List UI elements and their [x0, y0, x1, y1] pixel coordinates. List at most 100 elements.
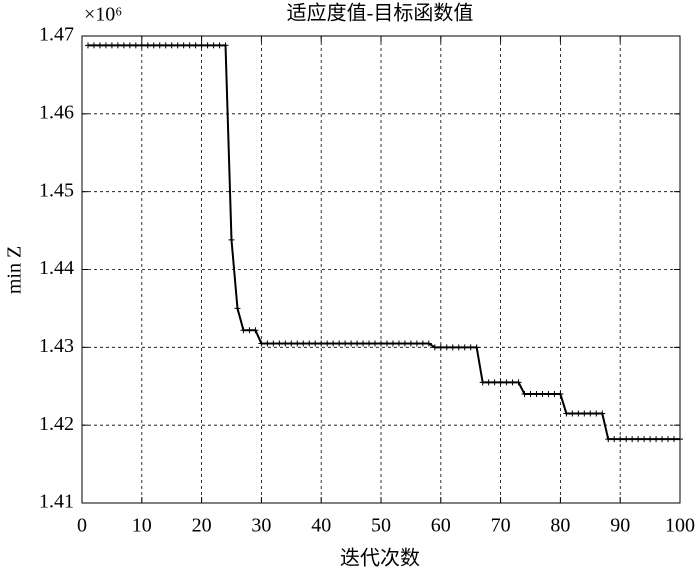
- point-marker: [258, 340, 265, 347]
- point-marker: [120, 42, 127, 49]
- point-marker: [389, 340, 396, 347]
- point-marker: [252, 327, 259, 334]
- point-marker: [395, 340, 402, 347]
- point-marker: [336, 340, 343, 347]
- x-tick-label: 10: [132, 515, 152, 537]
- point-marker: [629, 436, 636, 443]
- point-marker: [300, 340, 307, 347]
- point-marker: [413, 340, 420, 347]
- point-marker: [419, 340, 426, 347]
- point-marker: [150, 42, 157, 49]
- point-marker: [641, 436, 648, 443]
- point-marker: [383, 340, 390, 347]
- x-tick-label: 100: [665, 515, 695, 537]
- point-marker: [491, 379, 498, 386]
- point-marker: [473, 344, 480, 351]
- point-marker: [288, 340, 295, 347]
- point-marker: [425, 340, 432, 347]
- x-tick-label: 80: [550, 515, 570, 537]
- point-marker: [204, 42, 211, 49]
- point-marker: [168, 42, 175, 49]
- point-marker: [515, 379, 522, 386]
- point-marker: [234, 305, 241, 312]
- point-marker: [437, 344, 444, 351]
- point-marker: [527, 391, 534, 398]
- point-marker: [162, 42, 169, 49]
- point-marker: [551, 391, 558, 398]
- axis-multiplier: ×10⁶: [84, 4, 122, 26]
- point-marker: [431, 344, 438, 351]
- point-marker: [324, 340, 331, 347]
- point-marker: [539, 391, 546, 398]
- point-marker: [210, 42, 217, 49]
- point-marker: [276, 340, 283, 347]
- point-marker: [222, 42, 229, 49]
- x-axis-label: 迭代次数: [340, 547, 420, 570]
- point-marker: [461, 344, 468, 351]
- point-marker: [318, 340, 325, 347]
- point-marker: [84, 42, 91, 49]
- point-marker: [521, 391, 528, 398]
- x-tick-label: 70: [491, 515, 511, 537]
- point-marker: [270, 340, 277, 347]
- point-marker: [575, 410, 582, 417]
- point-marker: [312, 340, 319, 347]
- point-marker: [593, 410, 600, 417]
- x-tick-label: 60: [431, 515, 451, 537]
- point-marker: [306, 340, 313, 347]
- y-tick-label: 1.43: [39, 335, 74, 357]
- y-tick-label: 1.45: [39, 179, 74, 201]
- point-marker: [569, 410, 576, 417]
- point-marker: [198, 42, 205, 49]
- point-marker: [228, 236, 235, 243]
- point-marker: [671, 436, 678, 443]
- point-marker: [653, 436, 660, 443]
- point-marker: [449, 344, 456, 351]
- point-marker: [186, 42, 193, 49]
- point-marker: [533, 391, 540, 398]
- x-tick-label: 0: [77, 515, 87, 537]
- point-marker: [132, 42, 139, 49]
- point-marker: [605, 436, 612, 443]
- point-marker: [677, 436, 683, 443]
- point-marker: [216, 42, 223, 49]
- point-marker: [156, 42, 163, 49]
- point-marker: [497, 379, 504, 386]
- point-marker: [563, 410, 570, 417]
- point-marker: [348, 340, 355, 347]
- point-marker: [138, 42, 145, 49]
- point-marker: [599, 410, 606, 417]
- point-marker: [647, 436, 654, 443]
- point-marker: [282, 340, 289, 347]
- point-marker: [372, 340, 379, 347]
- x-tick-label: 90: [610, 515, 630, 537]
- point-marker: [479, 379, 486, 386]
- y-tick-label: 1.42: [39, 413, 74, 435]
- point-marker: [455, 344, 462, 351]
- y-tick-label: 1.41: [39, 491, 74, 513]
- point-marker: [330, 340, 337, 347]
- y-tick-label: 1.47: [39, 24, 74, 46]
- point-marker: [587, 410, 594, 417]
- point-marker: [407, 340, 414, 347]
- point-marker: [581, 410, 588, 417]
- point-marker: [401, 340, 408, 347]
- point-marker: [144, 42, 151, 49]
- point-marker: [294, 340, 301, 347]
- x-tick-label: 40: [311, 515, 331, 537]
- point-marker: [545, 391, 552, 398]
- point-marker: [264, 340, 271, 347]
- point-marker: [617, 436, 624, 443]
- series-line: [87, 44, 680, 441]
- point-marker: [509, 379, 516, 386]
- point-marker: [623, 436, 630, 443]
- point-marker: [665, 436, 672, 443]
- point-marker: [246, 327, 253, 334]
- point-marker: [443, 344, 450, 351]
- point-marker: [126, 42, 133, 49]
- point-marker: [114, 42, 121, 49]
- chart-title: 适应度值-目标函数值: [287, 2, 474, 25]
- point-marker: [108, 42, 115, 49]
- point-marker: [366, 340, 373, 347]
